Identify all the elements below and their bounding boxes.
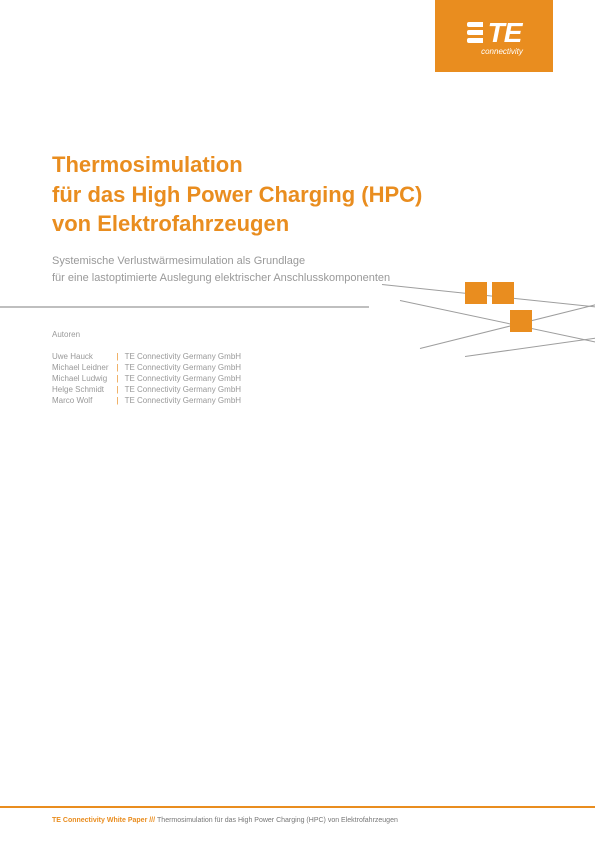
decor-square xyxy=(492,282,514,304)
title-line: von Elektrofahrzeugen xyxy=(52,211,289,236)
divider-rule xyxy=(0,306,369,308)
decor-square xyxy=(465,282,487,304)
author-affiliation: TE Connectivity Germany GmbH xyxy=(125,395,241,406)
authors-block: Autoren Uwe Hauck|TE Connectivity German… xyxy=(52,330,241,406)
author-row: Michael Ludwig|TE Connectivity Germany G… xyxy=(52,373,241,384)
title-line: Thermosimulation xyxy=(52,152,243,177)
author-row: Marco Wolf|TE Connectivity Germany GmbH xyxy=(52,395,241,406)
logo-bars-icon xyxy=(467,22,483,43)
author-row: Uwe Hauck|TE Connectivity Germany GmbH xyxy=(52,351,241,362)
author-row: Helge Schmidt|TE Connectivity Germany Gm… xyxy=(52,384,241,395)
subtitle-line: Systemische Verlustwärmesimulation als G… xyxy=(52,255,305,267)
footer: TE Connectivity White Paper /// Thermosi… xyxy=(52,817,398,824)
author-separator: | xyxy=(116,373,124,384)
author-affiliation: TE Connectivity Germany GmbH xyxy=(125,362,241,373)
title-line: für das High Power Charging (HPC) xyxy=(52,182,422,207)
subtitle: Systemische Verlustwärmesimulation als G… xyxy=(52,253,535,286)
logo-tagline: connectivity xyxy=(481,47,523,56)
decor-line xyxy=(400,300,595,345)
footer-title: Thermosimulation für das High Power Char… xyxy=(157,817,398,824)
author-separator: | xyxy=(116,384,124,395)
authors-table: Uwe Hauck|TE Connectivity Germany GmbHMi… xyxy=(52,351,241,406)
logo-mark: TE xyxy=(467,17,522,49)
author-separator: | xyxy=(116,362,124,373)
page-title: Thermosimulation für das High Power Char… xyxy=(52,150,535,239)
author-separator: | xyxy=(116,395,124,406)
title-block: Thermosimulation für das High Power Char… xyxy=(52,150,535,286)
author-separator: | xyxy=(116,351,124,362)
authors-heading: Autoren xyxy=(52,330,241,339)
footer-series: TE Connectivity White Paper xyxy=(52,817,147,824)
footer-rule xyxy=(0,806,595,808)
author-row: Michael Leidner|TE Connectivity Germany … xyxy=(52,362,241,373)
author-name: Marco Wolf xyxy=(52,395,116,406)
author-affiliation: TE Connectivity Germany GmbH xyxy=(125,351,241,362)
author-name: Michael Leidner xyxy=(52,362,116,373)
footer-separator: /// xyxy=(147,817,157,824)
decor-line xyxy=(382,284,595,309)
author-name: Uwe Hauck xyxy=(52,351,116,362)
subtitle-line: für eine lastoptimierte Auslegung elektr… xyxy=(52,272,390,284)
author-affiliation: TE Connectivity Germany GmbH xyxy=(125,373,241,384)
brand-logo: TE connectivity xyxy=(435,0,553,72)
decor-square xyxy=(510,310,532,332)
author-affiliation: TE Connectivity Germany GmbH xyxy=(125,384,241,395)
author-name: Helge Schmidt xyxy=(52,384,116,395)
logo-text: TE xyxy=(488,17,522,49)
author-name: Michael Ludwig xyxy=(52,373,116,384)
